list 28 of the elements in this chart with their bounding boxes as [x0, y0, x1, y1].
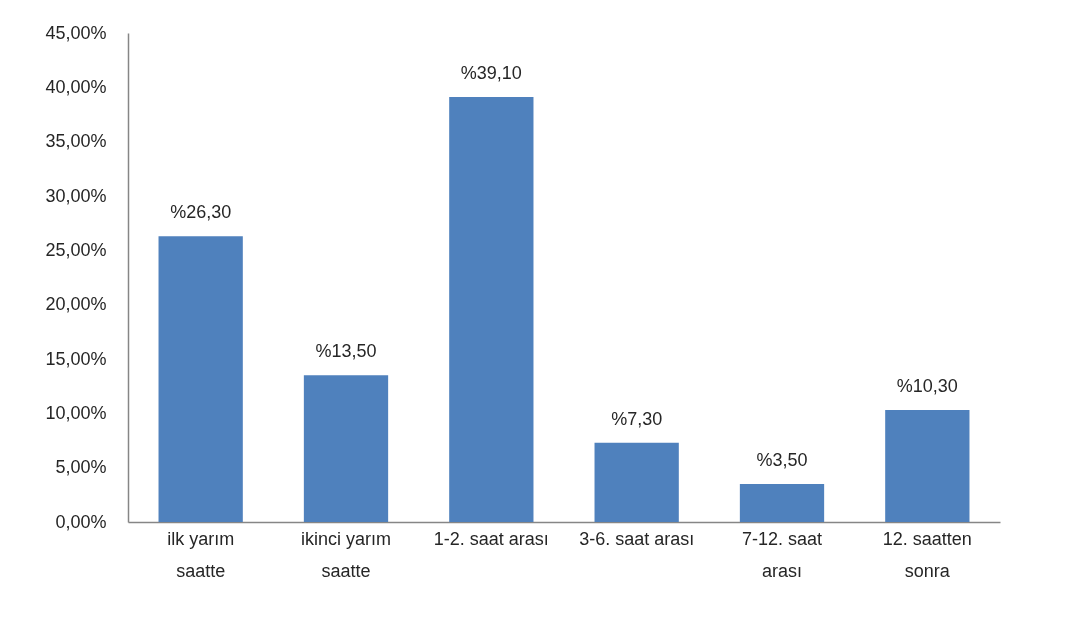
y-tick-label: 35,00%	[45, 131, 107, 152]
bar	[158, 236, 243, 522]
data-label: %26,30	[170, 202, 232, 223]
y-tick-label: 10,00%	[45, 402, 107, 423]
x-tick-label: 12. saatten sonra	[882, 528, 972, 581]
x-tick-label: 7-12. saat arası	[741, 528, 823, 581]
y-tick-label: 5,00%	[55, 457, 107, 478]
x-tick-label: ilk yarım saatte	[167, 528, 235, 581]
y-tick-label: 0,00%	[55, 511, 107, 532]
x-tick-label: ikinci yarım saatte	[300, 528, 392, 581]
y-tick-label: 20,00%	[45, 294, 107, 315]
bar	[303, 375, 389, 522]
data-label: %13,50	[315, 341, 377, 362]
bar	[449, 97, 534, 522]
x-tick-label: 1-2. saat arası	[433, 528, 549, 549]
data-label: %10,30	[896, 376, 958, 397]
y-tick-label: 30,00%	[45, 185, 107, 206]
y-tick-label: 45,00%	[45, 22, 107, 43]
bar	[594, 442, 679, 522]
y-tick-label: 15,00%	[45, 348, 107, 369]
bar	[885, 410, 970, 522]
y-tick-label: 25,00%	[45, 239, 107, 260]
y-tick-label: 40,00%	[45, 76, 107, 97]
bar	[739, 483, 825, 522]
data-label: %39,10	[460, 63, 522, 84]
data-label: %3,50	[756, 449, 808, 470]
data-label: %7,30	[611, 408, 663, 429]
x-tick-label: 3-6. saat arası	[579, 528, 695, 549]
